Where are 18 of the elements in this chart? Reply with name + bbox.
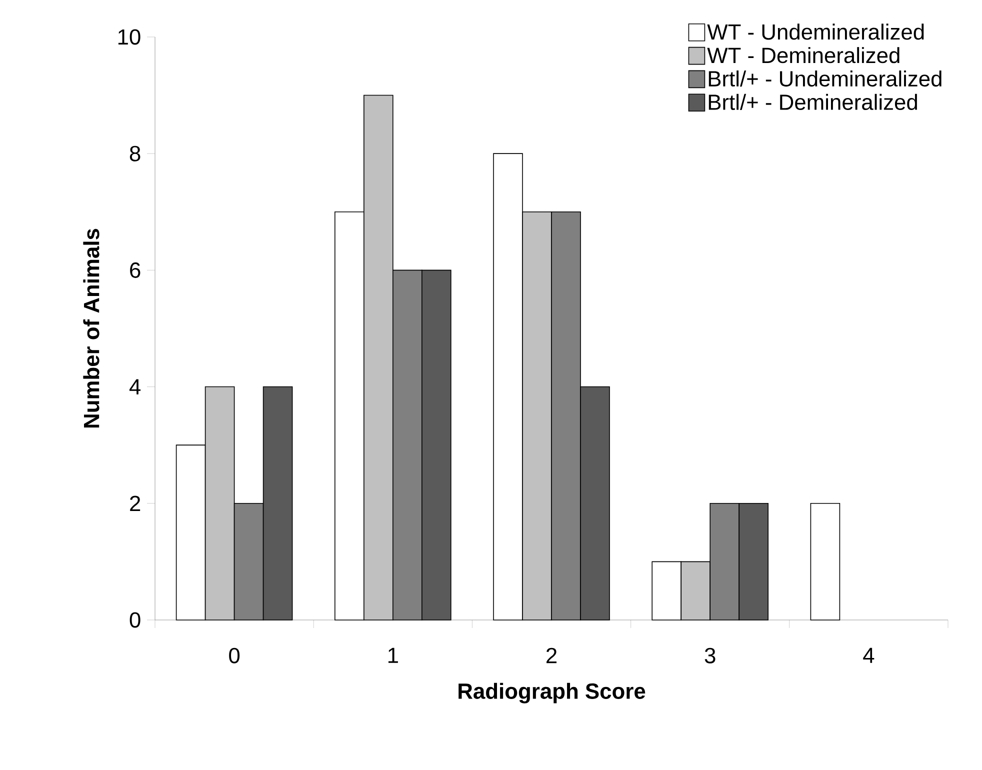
y-tick-label: 2 (130, 496, 140, 512)
y-tick-label: 8 (130, 146, 140, 162)
y-axis-title: Number of Animals (83, 228, 100, 428)
x-axis-title: Radiograph Score (458, 682, 646, 704)
bar (810, 502, 840, 620)
y-tick-label: 6 (130, 262, 140, 278)
x-tick-label: 1 (388, 648, 398, 663)
legend-label: Brtl/+ - Undemineralized (708, 70, 942, 87)
x-tick-label: 3 (704, 648, 716, 664)
x-tick-label: 4 (863, 648, 874, 663)
legend-label: WT - Demineralized (707, 47, 900, 64)
y-tick-label: 0 (130, 612, 140, 628)
x-tick-label: 2 (546, 648, 557, 664)
legend-label: Brtl/+ - Demineralized (708, 94, 917, 110)
y-tick-label: 4 (129, 379, 141, 394)
x-tick-label: 0 (229, 648, 240, 664)
y-tick-label: 10 (118, 29, 140, 45)
legend-label: WT - Undemineralized (707, 24, 924, 40)
